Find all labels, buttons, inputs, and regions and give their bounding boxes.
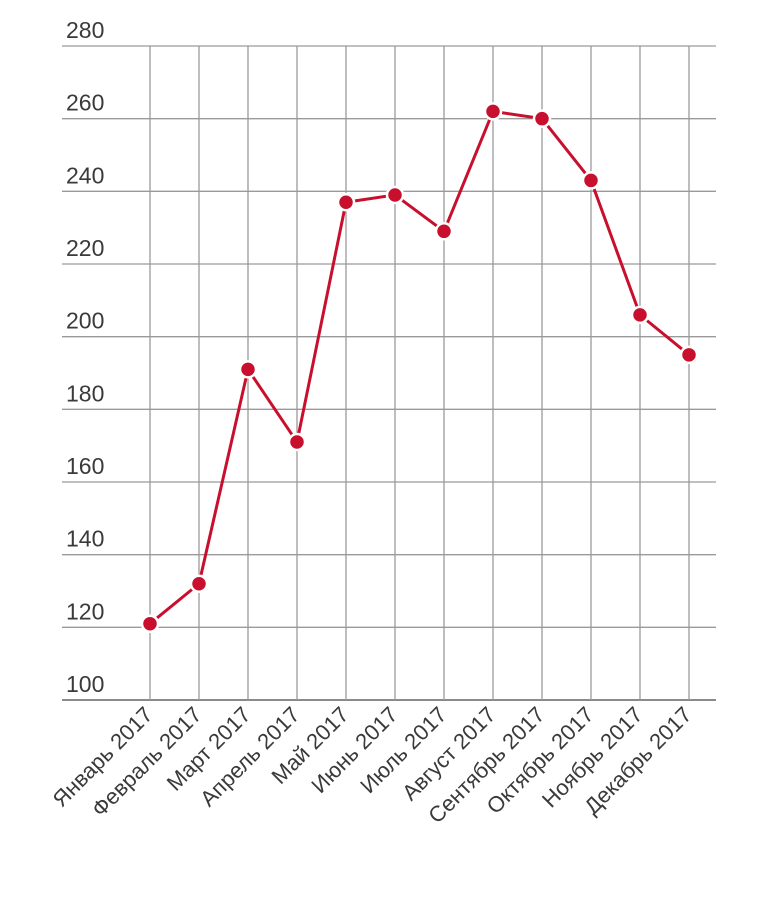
x-gridlines: [149, 46, 690, 700]
series-group: [149, 109, 690, 625]
y-tick-label: 140: [66, 526, 104, 552]
data-point: [238, 360, 258, 379]
y-gridlines: [62, 45, 716, 701]
series-line: [149, 109, 690, 625]
data-point: [140, 614, 160, 633]
y-tick-label: 160: [66, 453, 104, 479]
y-tick-label: 120: [66, 598, 104, 624]
y-tick-labels: 100 120 140 160 180 200 220 240 260 280: [66, 17, 104, 697]
data-point: [336, 192, 356, 212]
y-tick-label: 280: [66, 17, 104, 43]
y-tick-label: 180: [66, 380, 104, 406]
data-point: [581, 171, 601, 190]
data-point: [189, 574, 209, 593]
data-point: [483, 102, 503, 121]
data-point: [679, 345, 699, 365]
y-tick-label: 260: [66, 90, 104, 116]
y-tick-label: 200: [66, 308, 104, 334]
data-point: [434, 222, 454, 241]
data-point: [630, 305, 650, 325]
y-tick-label: 220: [66, 235, 104, 261]
points-group: [140, 102, 699, 633]
data-point: [385, 185, 405, 205]
y-tick-label: 100: [66, 671, 104, 697]
data-point: [287, 432, 307, 452]
y-tick-label: 240: [66, 162, 104, 188]
data-point: [532, 109, 552, 128]
